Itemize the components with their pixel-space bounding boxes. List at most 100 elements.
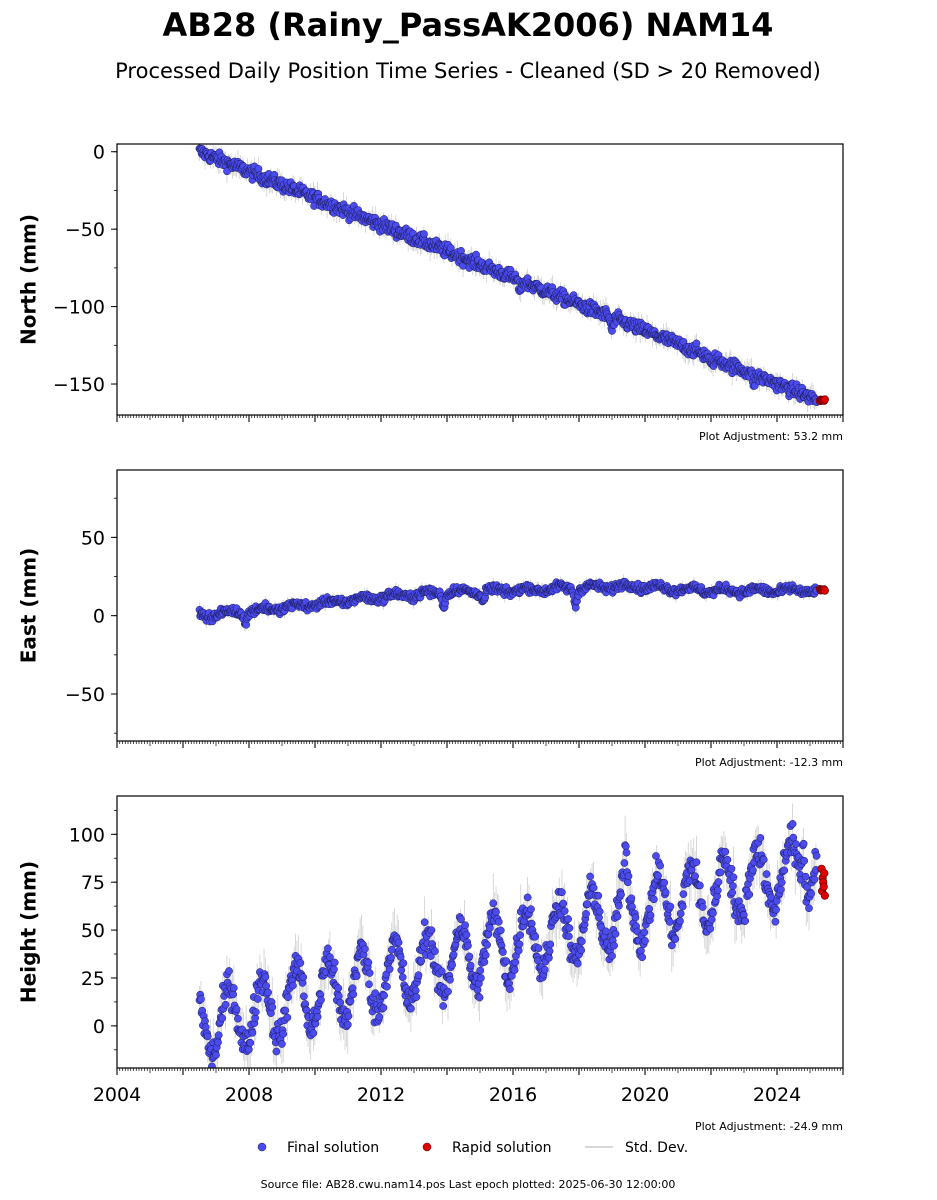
- x-tick-label: 2004: [93, 1084, 141, 1106]
- final-point: [641, 937, 649, 945]
- y-tick-label: 0: [93, 606, 105, 628]
- final-point: [361, 945, 369, 953]
- y-tick-label: 50: [81, 527, 105, 549]
- final-point: [234, 1014, 242, 1023]
- plot-area: [195, 574, 829, 631]
- final-point: [420, 230, 428, 238]
- y-tick-label: 25: [81, 968, 105, 990]
- legend: Final solution Rapid solution Std. Dev.: [257, 1140, 688, 1156]
- final-point: [741, 917, 750, 925]
- final-point: [594, 891, 603, 900]
- rapid-point: [820, 869, 829, 878]
- final-point: [502, 957, 511, 965]
- final-point: [251, 1008, 260, 1016]
- final-point: [336, 998, 345, 1007]
- final-point: [477, 974, 485, 982]
- final-point: [729, 873, 738, 882]
- final-point: [745, 890, 754, 899]
- final-point: [387, 945, 396, 954]
- final-point: [411, 986, 420, 995]
- final-point: [214, 1031, 223, 1040]
- final-point: [496, 926, 505, 935]
- rapid-point: [820, 395, 829, 404]
- legend-rapid-marker: [422, 1142, 432, 1152]
- final-point: [444, 987, 452, 996]
- final-point: [611, 930, 620, 938]
- x-tick-label: 2024: [753, 1084, 801, 1106]
- final-point: [759, 855, 768, 864]
- x-tick-label: 2020: [621, 1084, 669, 1106]
- final-point: [545, 954, 553, 962]
- final-point: [232, 1005, 241, 1013]
- final-point: [511, 958, 520, 967]
- final-point: [494, 917, 503, 926]
- final-point: [803, 883, 811, 891]
- final-point: [248, 1028, 257, 1037]
- final-point: [283, 1013, 292, 1022]
- x-axis: [116, 415, 844, 422]
- final-point: [380, 991, 388, 1000]
- final-point: [577, 937, 586, 946]
- final-point: [197, 995, 205, 1003]
- final-point: [716, 868, 725, 877]
- final-point: [326, 953, 334, 961]
- legend-final-marker: [257, 1142, 267, 1152]
- final-point: [412, 993, 421, 1001]
- final-solution-series: [195, 577, 821, 629]
- final-point: [465, 952, 474, 961]
- y-axis-label: East (mm): [17, 548, 41, 664]
- final-point: [564, 915, 572, 923]
- final-point: [595, 907, 604, 916]
- panel-north: 0 −50 −100 −150 North (mm) Plot Adjustment: 5…: [17, 142, 844, 443]
- rapid-solution-series: [817, 864, 829, 900]
- final-point: [676, 909, 685, 918]
- final-point: [426, 952, 435, 960]
- plot-adjustment-note: Plot Adjustment: -24.9 mm: [695, 1120, 843, 1133]
- final-point: [486, 924, 494, 932]
- final-point: [516, 931, 524, 939]
- final-point: [589, 883, 598, 892]
- x-tick-label: 2016: [489, 1084, 537, 1106]
- final-point: [799, 839, 808, 848]
- final-point: [457, 915, 465, 924]
- final-point: [221, 1000, 230, 1009]
- panel-height: 100 75 50 25 0 2004 2008 2012 2016 2020 2024 Height…: [17, 795, 844, 1133]
- final-point: [261, 973, 270, 981]
- final-point: [527, 919, 536, 928]
- final-point: [527, 905, 535, 914]
- final-point: [437, 967, 446, 976]
- final-point: [546, 940, 555, 949]
- final-point: [646, 911, 655, 920]
- final-point: [365, 980, 373, 989]
- final-point: [560, 907, 569, 915]
- final-point: [692, 339, 701, 348]
- x-axis: [116, 741, 844, 748]
- y-tick-label: 50: [81, 920, 105, 942]
- plot-area: [195, 803, 829, 1068]
- final-point: [324, 944, 332, 953]
- final-point: [777, 878, 786, 887]
- final-point: [540, 965, 549, 974]
- final-point: [660, 878, 669, 887]
- final-point: [396, 953, 405, 961]
- final-point: [375, 1013, 384, 1021]
- final-point: [480, 958, 489, 966]
- final-point: [281, 1006, 290, 1015]
- final-point: [602, 927, 610, 936]
- final-point: [667, 941, 676, 950]
- final-point: [706, 924, 715, 933]
- final-point: [313, 1012, 322, 1021]
- final-point: [330, 958, 339, 967]
- final-point: [214, 1038, 222, 1047]
- final-point: [343, 1020, 352, 1029]
- final-point: [721, 847, 730, 856]
- final-point: [379, 1003, 388, 1012]
- final-point: [407, 1004, 415, 1013]
- final-point: [387, 953, 395, 962]
- y-axis-label: North (mm): [17, 214, 41, 345]
- final-point: [203, 1032, 212, 1041]
- y-tick-label: 0: [93, 142, 105, 164]
- figure-title: AB28 (Rainy_PassAK2006) NAM14: [163, 6, 774, 44]
- final-point: [334, 984, 343, 992]
